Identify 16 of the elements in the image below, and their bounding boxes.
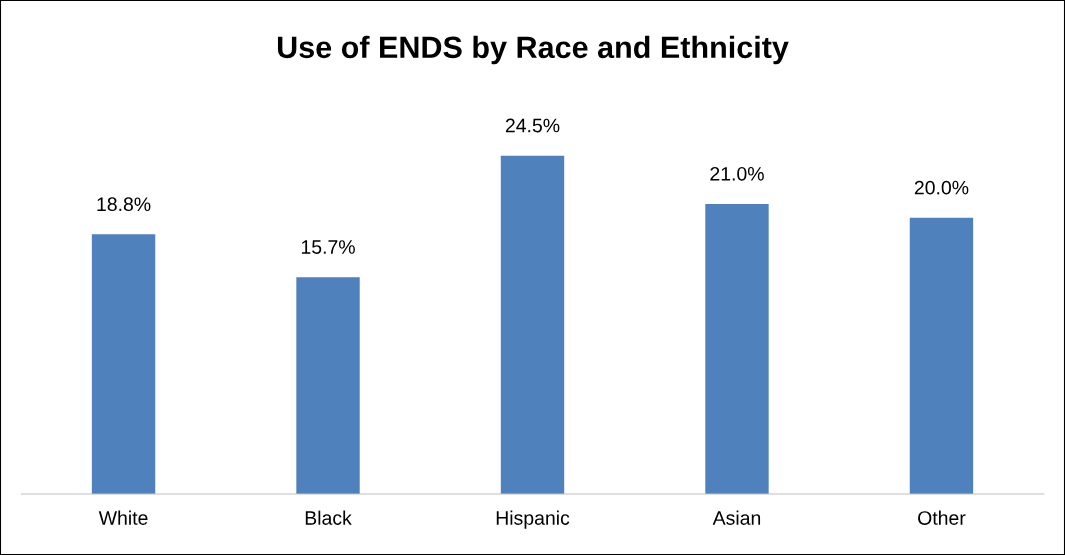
x-tick-label: White <box>98 510 148 525</box>
data-label: 21.0% <box>710 166 764 181</box>
data-label: 18.8% <box>97 197 151 212</box>
bar <box>909 217 974 494</box>
x-tick-label: Black <box>305 510 352 525</box>
data-label: 15.7% <box>301 240 355 254</box>
chart-title: Use of ENDS by Race and Ethnicity <box>277 35 789 65</box>
x-tick-label: Hispanic <box>496 510 570 529</box>
bar <box>500 155 565 494</box>
data-label: 20.0% <box>914 180 969 195</box>
data-label: 24.5% <box>505 118 560 133</box>
bar <box>91 234 156 494</box>
x-tick-label: Asian <box>712 510 761 525</box>
bar <box>296 277 360 494</box>
x-tick-label: Other <box>918 510 966 525</box>
bar <box>705 203 769 494</box>
